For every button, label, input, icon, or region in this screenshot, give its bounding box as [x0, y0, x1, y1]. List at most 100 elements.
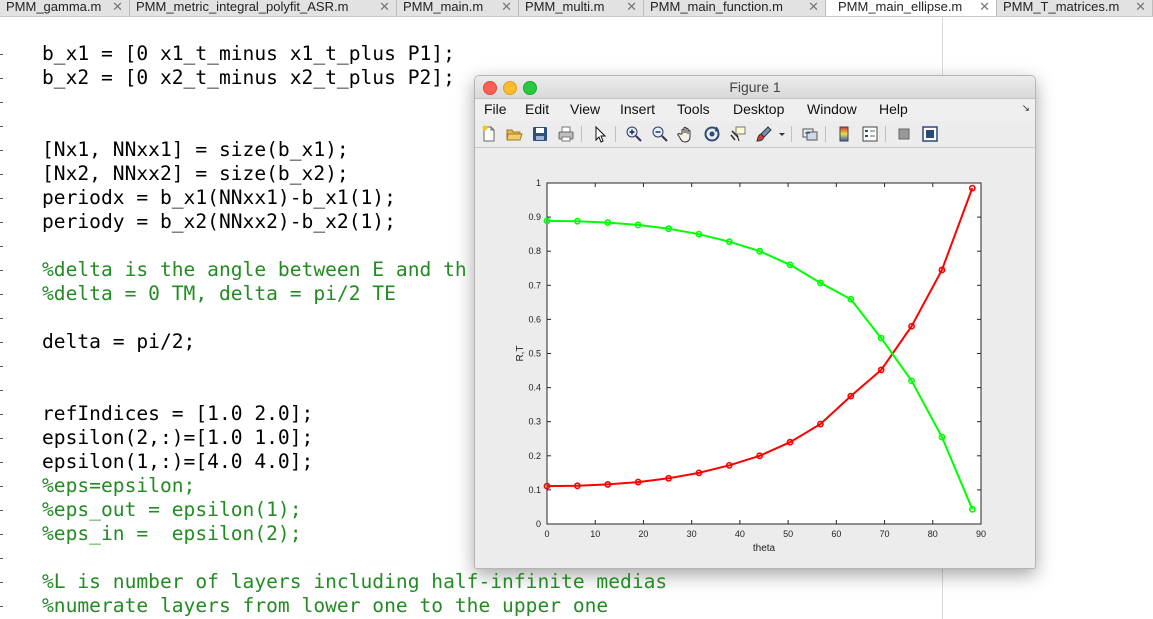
- code-comment-line[interactable]: %L is number of layers including half-in…: [42, 570, 668, 593]
- series-0-point[interactable]: [634, 478, 642, 486]
- tab-pmm-main-function-m[interactable]: PMM_main_function.m ✕: [644, 0, 826, 16]
- zoom-in-icon[interactable]: [625, 125, 643, 143]
- code-line[interactable]: epsilon(2,:)=[1.0 1.0];: [42, 426, 314, 449]
- code-line[interactable]: epsilon(1,:)=[4.0 4.0];: [42, 450, 314, 473]
- code-comment-line[interactable]: %delta is the angle between E and th: [42, 258, 467, 281]
- series-1-point[interactable]: [695, 230, 703, 238]
- series-0-point[interactable]: [543, 482, 551, 490]
- series-1-line[interactable]: [546, 219, 974, 510]
- code-line[interactable]: periody = b_x2(NNxx2)-b_x2(1);: [42, 210, 396, 233]
- series-0-point[interactable]: [786, 438, 794, 446]
- hide-plot-tools-icon[interactable]: [895, 125, 913, 143]
- gutter-line-marker: [0, 270, 3, 271]
- rotate-icon[interactable]: [703, 125, 721, 143]
- menu-desktop[interactable]: Desktop: [733, 101, 785, 117]
- zoom-out-icon[interactable]: [651, 125, 669, 143]
- menu-tools[interactable]: Tools: [677, 101, 710, 117]
- plot-axes-box[interactable]: [546, 182, 982, 525]
- series-1-point[interactable]: [847, 295, 855, 303]
- series-1-point[interactable]: [908, 377, 915, 385]
- series-1-point[interactable]: [725, 238, 733, 246]
- series-1-point[interactable]: [817, 279, 824, 287]
- open-icon[interactable]: [505, 125, 523, 143]
- series-0-point[interactable]: [968, 184, 976, 192]
- minimize-window-button[interactable]: [503, 81, 517, 95]
- close-tab-icon[interactable]: ✕: [112, 0, 123, 14]
- series-0-point[interactable]: [573, 482, 581, 490]
- figure-window[interactable]: Figure 1 ↘ File Edit View Insert Tools Deskto…: [474, 75, 1036, 569]
- close-tab-icon[interactable]: ✕: [501, 0, 512, 14]
- toolbar-separator: [615, 126, 616, 142]
- menu-insert[interactable]: Insert: [620, 101, 656, 117]
- code-line[interactable]: refIndices = [1.0 2.0];: [42, 402, 314, 425]
- code-line[interactable]: delta = pi/2;: [42, 330, 196, 353]
- tab-pmm-main-m[interactable]: PMM_main.m ✕: [397, 0, 519, 16]
- print-icon[interactable]: [557, 125, 575, 143]
- code-comment-line[interactable]: %eps=epsilon;: [42, 474, 196, 497]
- code-line[interactable]: periodx = b_x1(NNxx1)-b_x1(1);: [42, 186, 396, 209]
- series-1-point[interactable]: [786, 261, 794, 269]
- series-1-point[interactable]: [543, 217, 551, 225]
- series-1-point[interactable]: [877, 334, 885, 342]
- series-0-point[interactable]: [877, 366, 885, 374]
- series-1-point[interactable]: [756, 247, 764, 255]
- series-1-point[interactable]: [573, 217, 581, 225]
- code-line[interactable]: [Nx2, NNxx2] = size(b_x2);: [42, 162, 349, 185]
- series-1-point[interactable]: [604, 219, 612, 226]
- tab-pmm-t-matrices-m[interactable]: PMM_T_matrices.m ✕: [997, 0, 1153, 16]
- pan-icon[interactable]: [677, 125, 695, 143]
- link-plot-icon[interactable]: [801, 125, 819, 143]
- close-tab-icon[interactable]: ✕: [379, 0, 390, 14]
- figure-canvas[interactable]: 0 10 20 30 40 50 60 70 80 90 0 0.1 0.2 0.3 0.4 0.5 0.6 0.…: [475, 148, 1035, 568]
- series-0-point[interactable]: [756, 452, 764, 460]
- menu-help[interactable]: Help: [879, 101, 908, 117]
- tab-pmm-multi-m[interactable]: PMM_multi.m ✕: [519, 0, 644, 16]
- close-tab-icon[interactable]: ✕: [979, 0, 990, 14]
- menubar-overflow-icon[interactable]: ↘: [1021, 103, 1030, 114]
- code-comment-line[interactable]: %eps_out = epsilon(1);: [42, 498, 302, 521]
- tab-pmm-gamma-m[interactable]: PMM_gamma.m ✕: [0, 0, 130, 16]
- menu-edit[interactable]: Edit: [525, 101, 550, 117]
- close-tab-icon[interactable]: ✕: [626, 0, 637, 14]
- close-tab-icon[interactable]: ✕: [808, 0, 819, 14]
- tab-pmm-metric-integral-polyfit-asr-m[interactable]: PMM_metric_integral_polyfit_ASR.m ✕: [130, 0, 397, 16]
- code-line[interactable]: b_x1 = [0 x1_t_minus x1_t_plus P1];: [42, 42, 455, 65]
- figure-titlebar[interactable]: Figure 1: [475, 76, 1035, 99]
- plot-svg[interactable]: 0 10 20 30 40 50 60 70 80 90 0 0.1 0.2 0.3 0.4 0.5 0.6 0.…: [475, 148, 1035, 568]
- data-cursor-icon[interactable]: [729, 125, 747, 143]
- series-0-point[interactable]: [817, 420, 824, 428]
- close-tab-icon[interactable]: ✕: [1135, 0, 1146, 14]
- show-plot-tools-icon[interactable]: [921, 125, 939, 143]
- pointer-icon[interactable]: [591, 125, 609, 143]
- menu-view[interactable]: View: [570, 101, 601, 117]
- series-1-point[interactable]: [634, 221, 642, 229]
- zoom-window-button[interactable]: [523, 81, 537, 95]
- code-line[interactable]: [Nx1, NNxx1] = size(b_x1);: [42, 138, 349, 161]
- brush-icon[interactable]: [755, 125, 773, 143]
- series-0-point[interactable]: [847, 392, 855, 400]
- series-1-point[interactable]: [938, 433, 946, 441]
- menu-file[interactable]: File: [484, 101, 507, 117]
- series-0-point[interactable]: [725, 461, 733, 469]
- tab-pmm-main-ellipse-m[interactable]: PMM_main_ellipse.m ✕: [826, 0, 997, 16]
- y-tick-label: 0.3: [528, 417, 541, 427]
- code-comment-line[interactable]: %eps_in = epsilon(2);: [42, 522, 302, 545]
- colorbar-icon[interactable]: [835, 125, 853, 143]
- series-0-point[interactable]: [695, 469, 703, 477]
- code-comment-line[interactable]: %delta = 0 TM, delta = pi/2 TE: [42, 282, 396, 305]
- series-0-point[interactable]: [665, 474, 672, 482]
- series-0-point[interactable]: [604, 481, 612, 488]
- series-0-line[interactable]: [546, 187, 974, 488]
- series-0-point[interactable]: [938, 266, 946, 274]
- legend-icon[interactable]: [861, 125, 879, 143]
- series-1-point[interactable]: [968, 505, 976, 513]
- series-0-point[interactable]: [908, 322, 915, 330]
- close-window-button[interactable]: [483, 81, 497, 95]
- brush-dropdown-icon[interactable]: [777, 125, 787, 143]
- new-figure-icon[interactable]: [480, 125, 498, 143]
- save-icon[interactable]: [531, 125, 549, 143]
- code-comment-line[interactable]: %numerate layers from lower one to the u…: [42, 594, 609, 617]
- series-1-point[interactable]: [665, 225, 672, 233]
- code-line[interactable]: b_x2 = [0 x2_t_minus x2_t_plus P2];: [42, 66, 455, 89]
- menu-window[interactable]: Window: [807, 101, 857, 117]
